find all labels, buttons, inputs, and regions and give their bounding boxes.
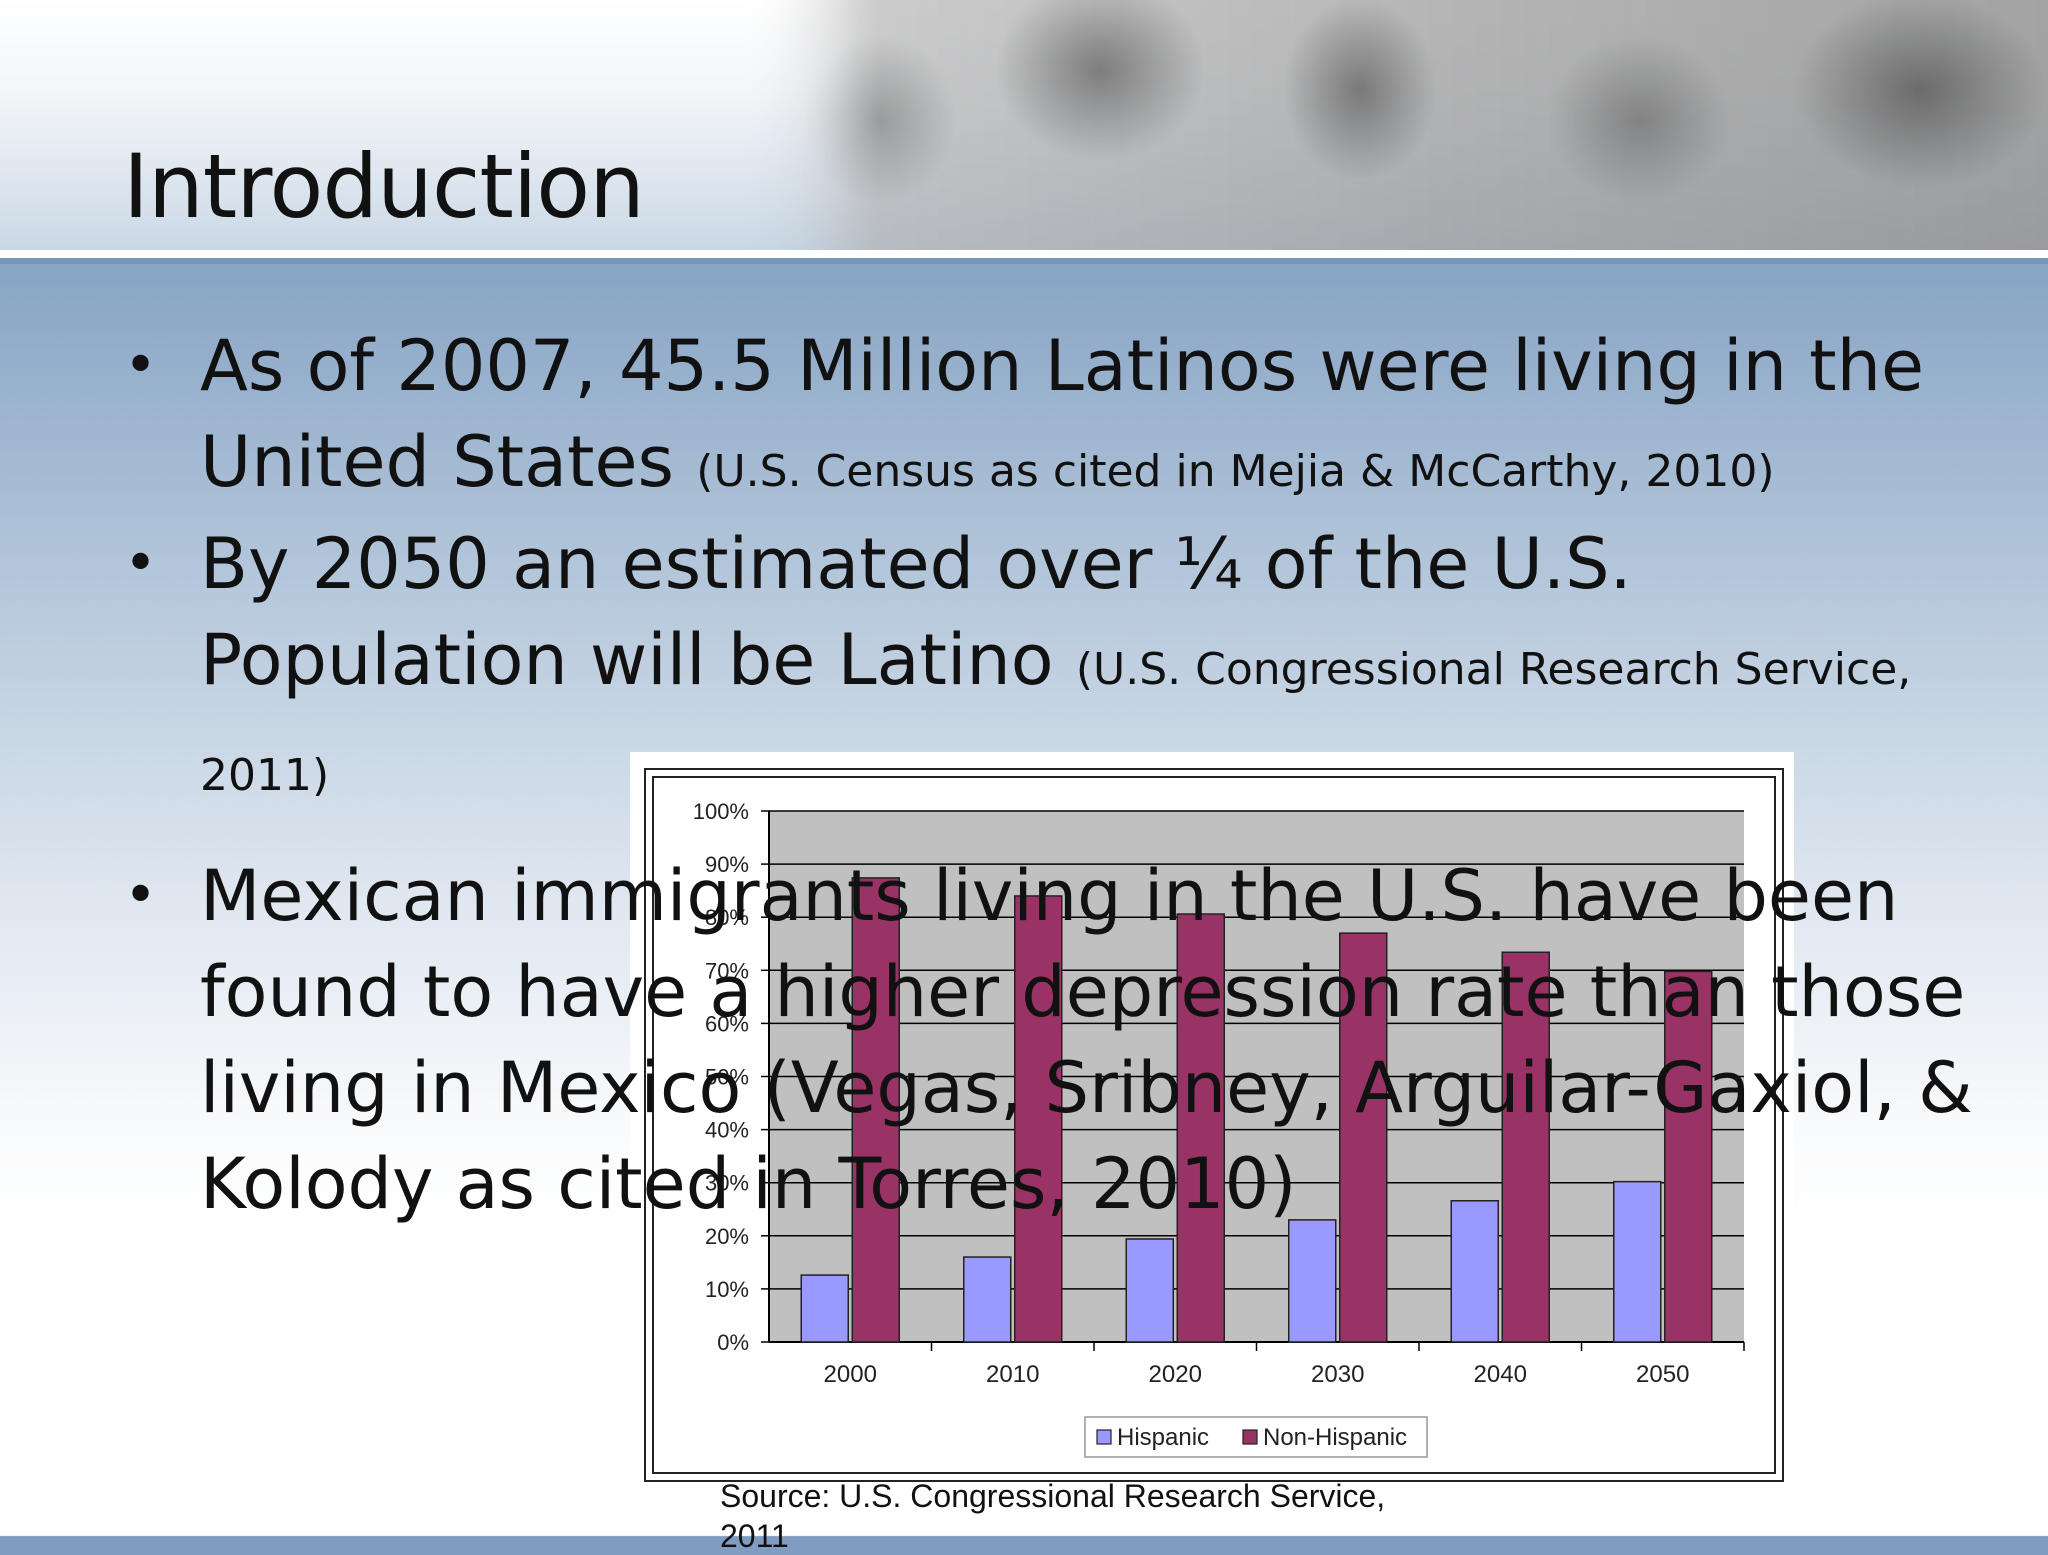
y-tick-label: 60% [705, 1011, 749, 1036]
legend-label: Hispanic [1117, 1424, 1209, 1451]
bullet-item: • Mexican immigrants living in the U.S. … [120, 848, 2020, 1232]
x-tick-label: 2000 [824, 1361, 877, 1388]
y-tick-label: 90% [705, 852, 749, 877]
bar-hispanic [1125, 1238, 1174, 1343]
bar-non-hispanic [851, 877, 900, 1343]
bar-non-hispanic [1014, 895, 1063, 1343]
x-tick-label: 2050 [1636, 1361, 1689, 1388]
chart-svg: 0% 10% 20% 30% 40% 50% 60% 70% 80% 90% 100% 2000 201… [693, 799, 1745, 1458]
y-tick-label: 80% [705, 905, 749, 930]
bullet-citation: (U.S. Congressional Research Service, 20… [200, 644, 1912, 801]
bullet-text: As of 2007, 45.5 Million Latinos were li… [200, 325, 1925, 503]
y-tick-label: 10% [705, 1277, 749, 1302]
bar-non-hispanic [1501, 951, 1550, 1343]
bullet-marker: • [124, 863, 158, 928]
x-tick-label: 2040 [1474, 1361, 1527, 1388]
legend-swatch-hispanic [1096, 1429, 1112, 1445]
y-tick-label: 20% [705, 1224, 749, 1249]
y-tick-label: 100% [693, 799, 749, 824]
chart-source-year: 2011 [720, 1518, 789, 1554]
bar-non-hispanic [1339, 932, 1388, 1343]
legend-swatch-non-hispanic [1242, 1429, 1258, 1445]
slide-header [0, 0, 2048, 250]
slide-title: Introduction [123, 135, 645, 238]
chart-inner-frame [652, 776, 1776, 1474]
y-tick-label: 30% [705, 1171, 749, 1196]
bar-hispanic [800, 1274, 849, 1343]
x-tick-label: 2010 [986, 1361, 1039, 1388]
x-tick-label: 2030 [1311, 1361, 1364, 1388]
legend-label: Non-Hispanic [1263, 1424, 1407, 1451]
bullet-text: By 2050 an estimated over ¼ of the U.S. … [200, 523, 1632, 701]
population-chart: 0% 10% 20% 30% 40% 50% 60% 70% 80% 90% 100% 2000 201… [630, 752, 1794, 1512]
y-tick-label: 70% [705, 958, 749, 983]
bar-hispanic [1613, 1180, 1662, 1343]
bullet-text: Mexican immigrants living in the U.S. ha… [200, 855, 1973, 1225]
bar-non-hispanic [1176, 913, 1225, 1343]
bullet-citation: (U.S. Census as cited in Mejia & McCarth… [696, 446, 1775, 497]
bar-non-hispanic [1664, 970, 1713, 1343]
header-divider [0, 250, 2048, 258]
bullet-marker: • [124, 531, 158, 596]
bar-hispanic [963, 1256, 1012, 1343]
y-tick-label: 0% [717, 1330, 749, 1355]
bullet-item: • By 2050 an estimated over ¼ of the U.S… [120, 516, 2020, 824]
bar-hispanic [1288, 1219, 1337, 1343]
x-tick-label: 2020 [1149, 1361, 1202, 1388]
bullet-item: • As of 2007, 45.5 Million Latinos were … [120, 318, 2020, 520]
header-divider-accent [0, 258, 2048, 264]
bullet-marker: • [124, 333, 158, 398]
bar-hispanic [1450, 1200, 1499, 1343]
y-tick-label: 40% [705, 1118, 749, 1143]
family-photo [740, 0, 2048, 250]
y-tick-label: 50% [705, 1065, 749, 1090]
chart-source: Source: U.S. Congressional Research Serv… [720, 1478, 1386, 1514]
